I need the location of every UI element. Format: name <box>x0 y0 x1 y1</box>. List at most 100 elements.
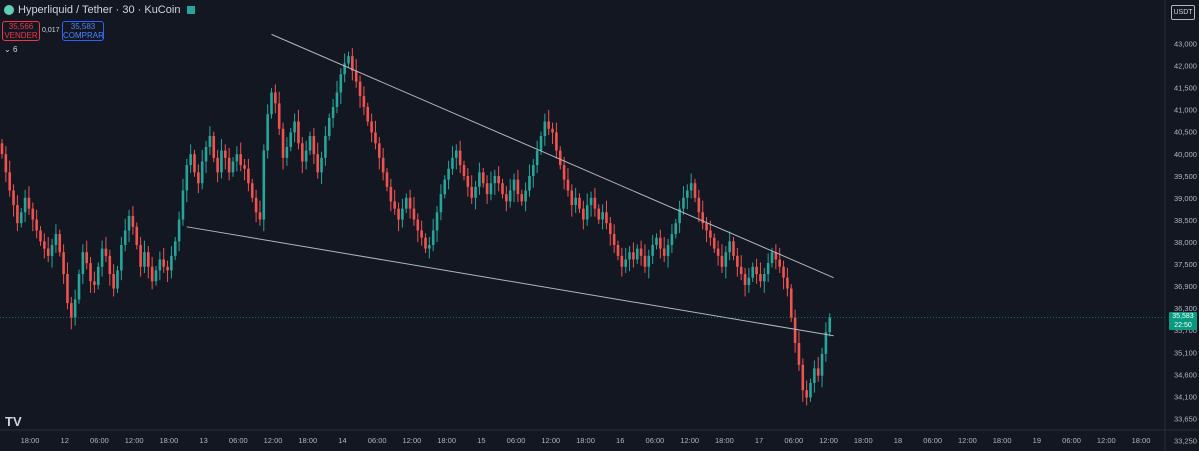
candle-body <box>566 179 570 191</box>
x-tick-label: 06:00 <box>90 436 109 445</box>
indicators-toggle[interactable]: ⌄ 6 <box>4 45 17 54</box>
buy-label: COMPRAR <box>63 31 104 40</box>
sell-label: VENDER <box>4 31 38 40</box>
candle-body <box>532 165 535 176</box>
candle-body <box>197 172 200 184</box>
candle-body <box>447 168 450 180</box>
candle-body <box>177 219 181 242</box>
x-tick-label: 06:00 <box>1062 436 1081 445</box>
candle-body <box>697 197 701 213</box>
candle-body <box>555 132 558 151</box>
candle-body <box>50 244 54 256</box>
candle-body <box>150 266 154 282</box>
candle-body <box>428 244 431 249</box>
candle-body <box>93 281 96 285</box>
candle-body <box>728 241 731 253</box>
candle-body <box>216 157 219 173</box>
candle-body <box>751 266 755 278</box>
flag-icon[interactable] <box>187 6 196 14</box>
candle-body <box>162 259 165 267</box>
candle-body <box>616 244 620 256</box>
candle-body <box>435 212 439 231</box>
y-tick-label: 39,000 <box>1174 194 1197 203</box>
x-tick-label: 18:00 <box>576 436 595 445</box>
x-tick-label: 18:00 <box>993 436 1012 445</box>
candle-body <box>301 143 304 162</box>
candle-body <box>597 208 601 220</box>
candle-body <box>547 121 550 129</box>
candle-body <box>320 157 323 173</box>
candle-body <box>508 190 512 202</box>
candle-body <box>635 248 639 260</box>
y-tick-label: 38,000 <box>1174 238 1197 247</box>
hyperliquid-logo-icon <box>4 5 14 15</box>
candle-body <box>143 252 146 267</box>
candle-body <box>12 190 15 206</box>
candle-body <box>828 317 832 333</box>
trendline-upper <box>271 33 834 279</box>
candle-body <box>254 197 258 213</box>
candle-body <box>412 208 416 220</box>
candle-body <box>358 81 362 97</box>
candle-body <box>682 197 685 209</box>
candle-body <box>397 208 400 220</box>
candle-body <box>343 63 346 75</box>
trendline-lower <box>186 226 834 337</box>
candle-body <box>770 252 774 264</box>
candle-body <box>431 230 435 245</box>
candle-body <box>89 263 92 282</box>
candle-body <box>585 205 589 220</box>
x-tick-label: 12:00 <box>1097 436 1116 445</box>
candle-body <box>331 106 335 118</box>
candle-body <box>247 168 250 184</box>
candle-body <box>108 255 112 275</box>
candle-body <box>485 183 489 195</box>
candle-body <box>759 274 762 282</box>
x-tick-label: 18:00 <box>437 436 456 445</box>
y-tick-label: 33,250 <box>1174 437 1197 446</box>
x-tick-label: 06:00 <box>229 436 248 445</box>
x-tick-label: 18:00 <box>854 436 873 445</box>
candle-body <box>27 197 31 209</box>
indicators-count: 6 <box>12 45 18 54</box>
candle-body <box>816 368 820 376</box>
candle-body <box>281 128 285 158</box>
candle-body <box>789 288 793 318</box>
candle-body <box>693 183 697 198</box>
candle-body <box>489 183 493 195</box>
candle-body <box>408 197 412 209</box>
y-tick-label: 35,700 <box>1174 326 1197 335</box>
candle-body <box>362 96 366 107</box>
sell-button[interactable]: 35,566 VENDER <box>2 21 40 41</box>
candle-body <box>19 212 23 224</box>
candle-body <box>393 201 396 209</box>
y-tick-label: 43,000 <box>1174 40 1197 49</box>
candle-body <box>104 248 108 256</box>
currency-selector[interactable]: USDT <box>1171 5 1195 20</box>
candle-body <box>154 270 158 282</box>
candle-body <box>135 226 139 245</box>
candle-body <box>327 117 331 137</box>
candle-body <box>793 317 797 344</box>
candle-body <box>389 186 393 202</box>
candle-body <box>312 136 316 155</box>
candle-body <box>293 121 296 133</box>
candle-body <box>609 223 612 235</box>
candle-body <box>605 212 608 224</box>
symbol-header[interactable]: Hyperliquid / Tether · 30 · KuCoin <box>4 4 196 16</box>
x-tick-label: 12:00 <box>958 436 977 445</box>
buy-button[interactable]: 35,583 COMPRAR <box>62 21 104 41</box>
candle-body <box>520 194 524 202</box>
candle-body <box>643 255 647 267</box>
candle-body <box>70 303 73 318</box>
x-tick-label: 12:00 <box>403 436 422 445</box>
y-tick-label: 39,500 <box>1174 172 1197 181</box>
candle-body <box>85 252 88 264</box>
candle-body <box>470 186 473 198</box>
candle-body <box>458 150 462 166</box>
candle-body <box>120 244 123 271</box>
y-tick-label: 38,500 <box>1174 216 1197 225</box>
candle-body <box>77 274 81 300</box>
x-tick-label: 14 <box>338 436 346 445</box>
